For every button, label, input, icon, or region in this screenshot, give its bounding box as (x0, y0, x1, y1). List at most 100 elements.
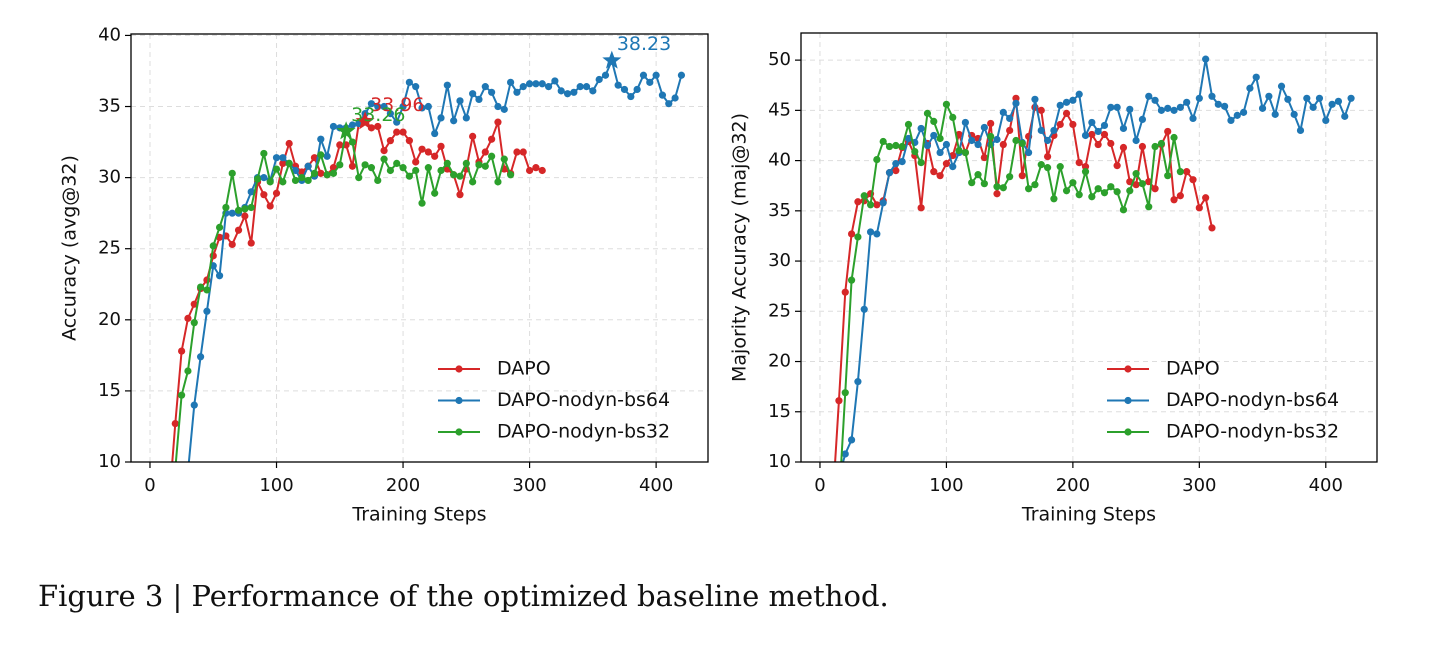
data-point (399, 102, 407, 111)
data-point (930, 168, 938, 176)
data-point (854, 233, 862, 241)
data-point (847, 276, 856, 284)
series-line (840, 101, 1182, 462)
x-tick-label: 100 (929, 475, 963, 496)
data-point (1246, 84, 1254, 92)
data-point (1031, 95, 1039, 103)
data-point (1164, 104, 1172, 112)
data-point (658, 91, 667, 99)
data-point (879, 199, 887, 207)
data-point (437, 142, 445, 150)
data-point (532, 80, 540, 88)
data-point (291, 176, 300, 185)
data-point (974, 171, 982, 179)
data-point (1126, 187, 1134, 195)
data-point (993, 135, 1001, 144)
data-point (936, 134, 944, 143)
data-point (1037, 161, 1045, 169)
data-point (178, 347, 186, 355)
data-point (1221, 102, 1229, 110)
data-point (1100, 121, 1109, 130)
data-point (987, 132, 995, 141)
data-point (532, 164, 540, 172)
data-point (336, 161, 344, 169)
data-point (1132, 170, 1140, 178)
data-point (1132, 181, 1140, 189)
data-point (885, 169, 894, 177)
data-point (1189, 114, 1197, 122)
data-point (380, 146, 388, 155)
data-point (234, 226, 243, 234)
data-point (443, 159, 451, 167)
data-point (298, 168, 306, 176)
data-point (323, 152, 331, 160)
data-point (310, 154, 319, 162)
data-point (348, 138, 357, 146)
data-point (873, 155, 881, 164)
data-point (481, 83, 489, 91)
data-point (1151, 185, 1159, 193)
data-point (380, 102, 388, 111)
data-point (841, 288, 849, 296)
data-point (1334, 97, 1343, 105)
data-point (424, 164, 432, 172)
data-point (1239, 108, 1248, 116)
data-point (190, 401, 198, 409)
data-point (272, 154, 281, 162)
data-point (1056, 101, 1064, 109)
y-axis-label: Accuracy (avg@32) (59, 155, 81, 341)
data-point (291, 166, 300, 175)
data-point (418, 145, 426, 153)
data-point (1075, 90, 1083, 98)
y-tick-label: 15 (98, 380, 121, 401)
data-point (1031, 181, 1039, 189)
data-point (854, 378, 862, 386)
data-point (1138, 180, 1147, 188)
legend-marker (455, 365, 463, 373)
data-point (627, 92, 635, 101)
data-point (652, 71, 660, 79)
data-point (418, 104, 426, 112)
data-point (525, 166, 534, 175)
data-point (854, 198, 862, 206)
data-point (253, 175, 262, 183)
data-point (936, 172, 944, 180)
data-point (898, 142, 906, 151)
data-point (228, 240, 236, 249)
y-tick-label: 35 (98, 96, 121, 117)
series-line (834, 98, 1213, 462)
data-point (1322, 116, 1330, 125)
data-point (266, 202, 274, 210)
data-point (1303, 94, 1311, 102)
data-point (260, 149, 268, 158)
data-point (1100, 130, 1109, 139)
data-point (488, 152, 496, 160)
data-point (904, 134, 913, 143)
data-point (1119, 124, 1128, 133)
y-tick-label: 50 (768, 49, 791, 70)
data-point (450, 117, 458, 125)
data-point (412, 158, 420, 166)
data-point (1012, 99, 1020, 107)
data-point (475, 161, 483, 169)
data-point (329, 122, 338, 131)
data-point (1062, 98, 1071, 106)
data-point (1088, 193, 1096, 201)
data-point (203, 307, 211, 315)
data-point (582, 83, 591, 91)
data-point (860, 192, 868, 200)
data-point (1006, 173, 1014, 181)
data-point (431, 129, 439, 138)
data-point (260, 174, 268, 182)
x-tick-label: 300 (512, 475, 546, 496)
data-point (494, 102, 502, 111)
data-point (456, 97, 464, 105)
data-point (671, 94, 679, 102)
data-point (829, 499, 836, 506)
data-point (196, 353, 205, 361)
data-point (1176, 192, 1184, 200)
data-point (165, 501, 172, 508)
annotation-label: 33.26 (351, 104, 405, 126)
data-point (380, 155, 388, 163)
